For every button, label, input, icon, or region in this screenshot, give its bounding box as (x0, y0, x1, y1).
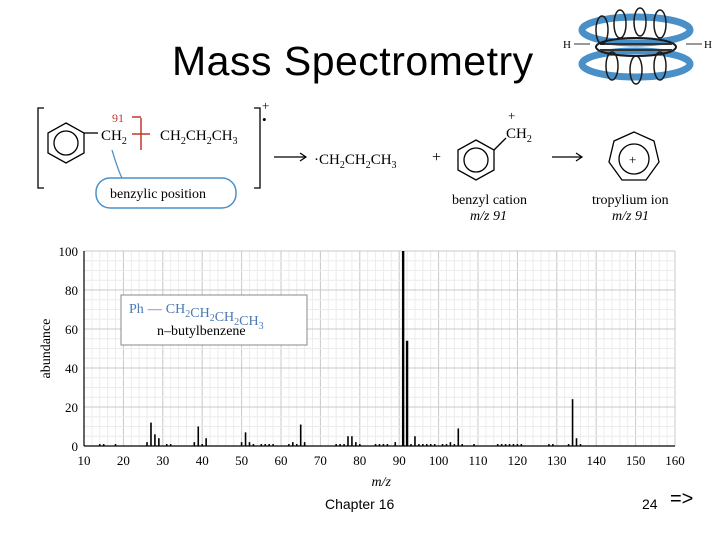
x-tick-label: 80 (353, 453, 366, 468)
radical-dot: • (262, 112, 267, 127)
x-tick-label: 20 (117, 453, 130, 468)
next-slide-arrow[interactable]: => (670, 488, 694, 510)
x-axis-label: m/z (372, 475, 392, 490)
chart-peaks (98, 251, 582, 446)
x-tick-label: 30 (156, 453, 169, 468)
mass-spectrum-chart: 10 20 30 40 50 60 70 80 90 100 110 120 130 140 150 160 0… (39, 244, 685, 490)
x-tick-label: 110 (468, 453, 487, 468)
tropylium-ion-name: tropylium ion (592, 193, 669, 208)
y-tick-label: 80 (65, 283, 78, 298)
propyl-radical-label: ·CH2CH2CH3 (314, 152, 397, 171)
tropylium-ion-mz: m/z 91 (612, 209, 649, 224)
x-tick-label: 140 (586, 453, 606, 468)
y-tick-label: 20 (65, 400, 78, 415)
x-tick-label: 130 (547, 453, 567, 468)
chart-tick-labels: 10 20 30 40 50 60 70 80 90 100 110 120 130 140 150 160 0… (59, 244, 685, 468)
page-number: 24 (642, 496, 658, 512)
x-tick-label: 40 (196, 453, 209, 468)
chapter-label: Chapter 16 (325, 496, 395, 512)
propyl-chain-label: CH2CH2CH3 (160, 128, 238, 147)
h-left-label: H (563, 39, 571, 51)
x-tick-label: 90 (393, 453, 406, 468)
x-tick-label: 150 (626, 453, 646, 468)
x-tick-label: 10 (78, 453, 91, 468)
benzylic-position-label: benzylic position (110, 187, 206, 202)
x-tick-label: 50 (235, 453, 248, 468)
tropylium-ion-icon (608, 131, 660, 181)
x-tick-label: 100 (429, 453, 449, 468)
charge-plus: + (262, 98, 269, 113)
y-axis-label: abundance (39, 319, 54, 379)
x-tick-label: 70 (314, 453, 327, 468)
y-tick-label: 100 (59, 244, 79, 259)
ch2-label: CH2 (101, 128, 127, 147)
plus-sign: + (432, 149, 441, 166)
x-tick-label: 120 (508, 453, 528, 468)
legend-box: Ph — CH2CH2CH2CH3 n–butylbenzene (120, 294, 308, 346)
benzyl-ch2-label: CH2 (506, 126, 532, 145)
benzene-ring-icon (47, 122, 98, 164)
y-tick-label: 40 (65, 361, 78, 376)
benzyl-cation-icon (457, 137, 507, 181)
x-tick-label: 160 (665, 453, 685, 468)
y-tick-label: 60 (65, 322, 78, 337)
slide-title: Mass Spectrometry (172, 38, 534, 84)
fragmentation-scheme: H H + • CH2 91 CH2CH2CH3 benzylic positi… (37, 7, 712, 224)
orbital-diagram-icon: H H (563, 7, 712, 85)
benzyl-cation-mz: m/z 91 (470, 209, 507, 224)
tropylium-charge: + (629, 152, 636, 167)
chart-grid (83, 250, 676, 447)
h-right-label: H (704, 39, 712, 51)
legend-compound-name: n–butylbenzene (157, 324, 246, 339)
cleavage-mass-label: 91 (112, 111, 124, 125)
x-tick-label: 60 (275, 453, 288, 468)
benzyl-charge: + (508, 108, 515, 123)
benzyl-cation-name: benzyl cation (452, 193, 527, 208)
y-tick-label: 0 (72, 439, 79, 454)
